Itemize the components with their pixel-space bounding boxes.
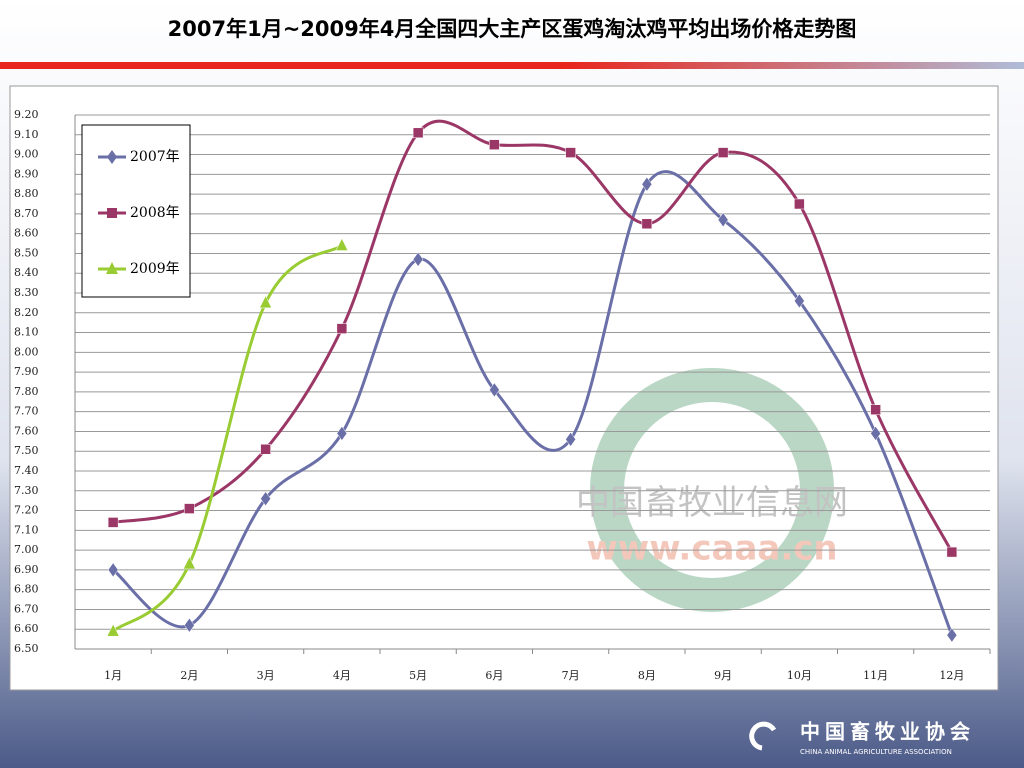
marker — [184, 617, 195, 633]
title-bar — [0, 62, 1024, 69]
marker — [565, 431, 576, 447]
footer-org: 中国畜牧业协会 — [800, 720, 975, 744]
y-tick-label: 6.70 — [14, 602, 39, 615]
y-tick-label: 8.10 — [14, 326, 39, 339]
y-tick-label: 7.40 — [14, 464, 39, 477]
marker — [794, 293, 805, 309]
marker — [182, 556, 196, 570]
marker — [717, 212, 729, 228]
legend-label: 2007年 — [130, 149, 180, 165]
y-tick-label: 8.60 — [14, 227, 39, 240]
marker — [335, 237, 349, 251]
y-tick-label: 6.90 — [14, 563, 39, 576]
y-tick-label: 9.10 — [14, 128, 39, 141]
marker — [489, 382, 500, 398]
series-line — [112, 119, 954, 553]
marker — [260, 443, 271, 455]
x-tick-label: 8月 — [638, 669, 656, 682]
series-line — [112, 244, 343, 633]
y-tick-label: 8.00 — [14, 345, 39, 358]
y-tick-label: 7.90 — [14, 365, 39, 378]
y-tick-label: 7.70 — [14, 405, 39, 418]
x-tick-label: 10月 — [787, 669, 812, 682]
y-tick-label: 7.80 — [14, 385, 39, 398]
marker — [412, 251, 424, 267]
y-tick-label: 6.80 — [14, 583, 39, 596]
y-tick-label: 7.30 — [14, 484, 39, 497]
marker — [336, 425, 348, 441]
y-tick-label: 8.70 — [14, 207, 39, 220]
legend: 2007年 2008年 2009年 — [81, 124, 191, 298]
y-tick-label: 9.20 — [14, 108, 39, 121]
x-tick-label: 4月 — [333, 669, 351, 682]
x-tick-label: 6月 — [485, 669, 503, 682]
footer-logo — [749, 721, 777, 751]
y-tick-label: 6.50 — [14, 642, 39, 655]
y-tick-label: 8.30 — [14, 286, 39, 299]
y-tick-label: 7.10 — [14, 523, 39, 536]
marker — [259, 295, 273, 309]
x-tick-label: 9月 — [714, 669, 732, 682]
marker — [870, 404, 881, 415]
y-tick-label: 8.90 — [14, 167, 39, 180]
x-tick-label: 7月 — [562, 669, 580, 682]
y-tick-label: 8.50 — [14, 246, 39, 259]
marker — [794, 198, 805, 210]
x-tick-label: 5月 — [409, 669, 427, 682]
y-tick-label: 7.00 — [14, 543, 39, 556]
marker — [107, 150, 117, 164]
marker — [412, 127, 424, 139]
legend-label: 2008年 — [130, 205, 180, 221]
x-tick-label: 1月 — [104, 669, 122, 682]
y-tick-label: 7.60 — [14, 424, 39, 437]
marker — [336, 323, 348, 334]
marker — [184, 503, 195, 514]
x-tick-label: 11月 — [863, 669, 888, 682]
watermark: 中国畜牧业信息网 www.caaa.cn — [576, 368, 848, 612]
y-tick-label: 8.80 — [14, 187, 39, 200]
y-tick-label: 8.40 — [14, 266, 39, 279]
marker — [641, 218, 653, 230]
y-tick-label: 9.00 — [14, 148, 39, 161]
watermark-name: 中国畜牧业信息网 — [576, 483, 848, 523]
y-tick-label: 6.60 — [14, 622, 39, 635]
chart-title: 2007年1月~2009年4月全国四大主产区蛋鸡淘汰鸡平均出场价格走势图 — [168, 17, 857, 41]
marker — [107, 562, 119, 578]
marker — [641, 176, 653, 192]
marker — [870, 425, 881, 441]
marker — [107, 208, 117, 218]
plot: 6.50 6.60 6.70 6.80 6.90 7.00 7.10 7.20 7.30 7.40… — [14, 108, 991, 682]
marker — [946, 627, 958, 643]
x-tick-label: 3月 — [257, 669, 275, 682]
footer-org-en: CHINA ANIMAL AGRICULTURE ASSOCIATION — [800, 748, 952, 756]
marker — [717, 147, 729, 158]
x-tick-label: 2月 — [180, 669, 198, 682]
marker — [946, 546, 958, 558]
marker — [106, 262, 118, 274]
y-tick-label: 7.20 — [14, 504, 39, 517]
legend-label: 2009年 — [130, 261, 180, 277]
marker — [565, 147, 576, 158]
marker — [260, 491, 271, 507]
x-tick-label: 12月 — [939, 669, 964, 682]
watermark-url: www.caaa.cn — [586, 529, 837, 569]
marker — [489, 139, 500, 150]
y-tick-label: 7.50 — [14, 444, 39, 457]
marker — [107, 517, 119, 528]
watermark-logo — [590, 368, 834, 612]
y-tick-label: 8.20 — [14, 306, 39, 319]
marker — [106, 623, 120, 637]
